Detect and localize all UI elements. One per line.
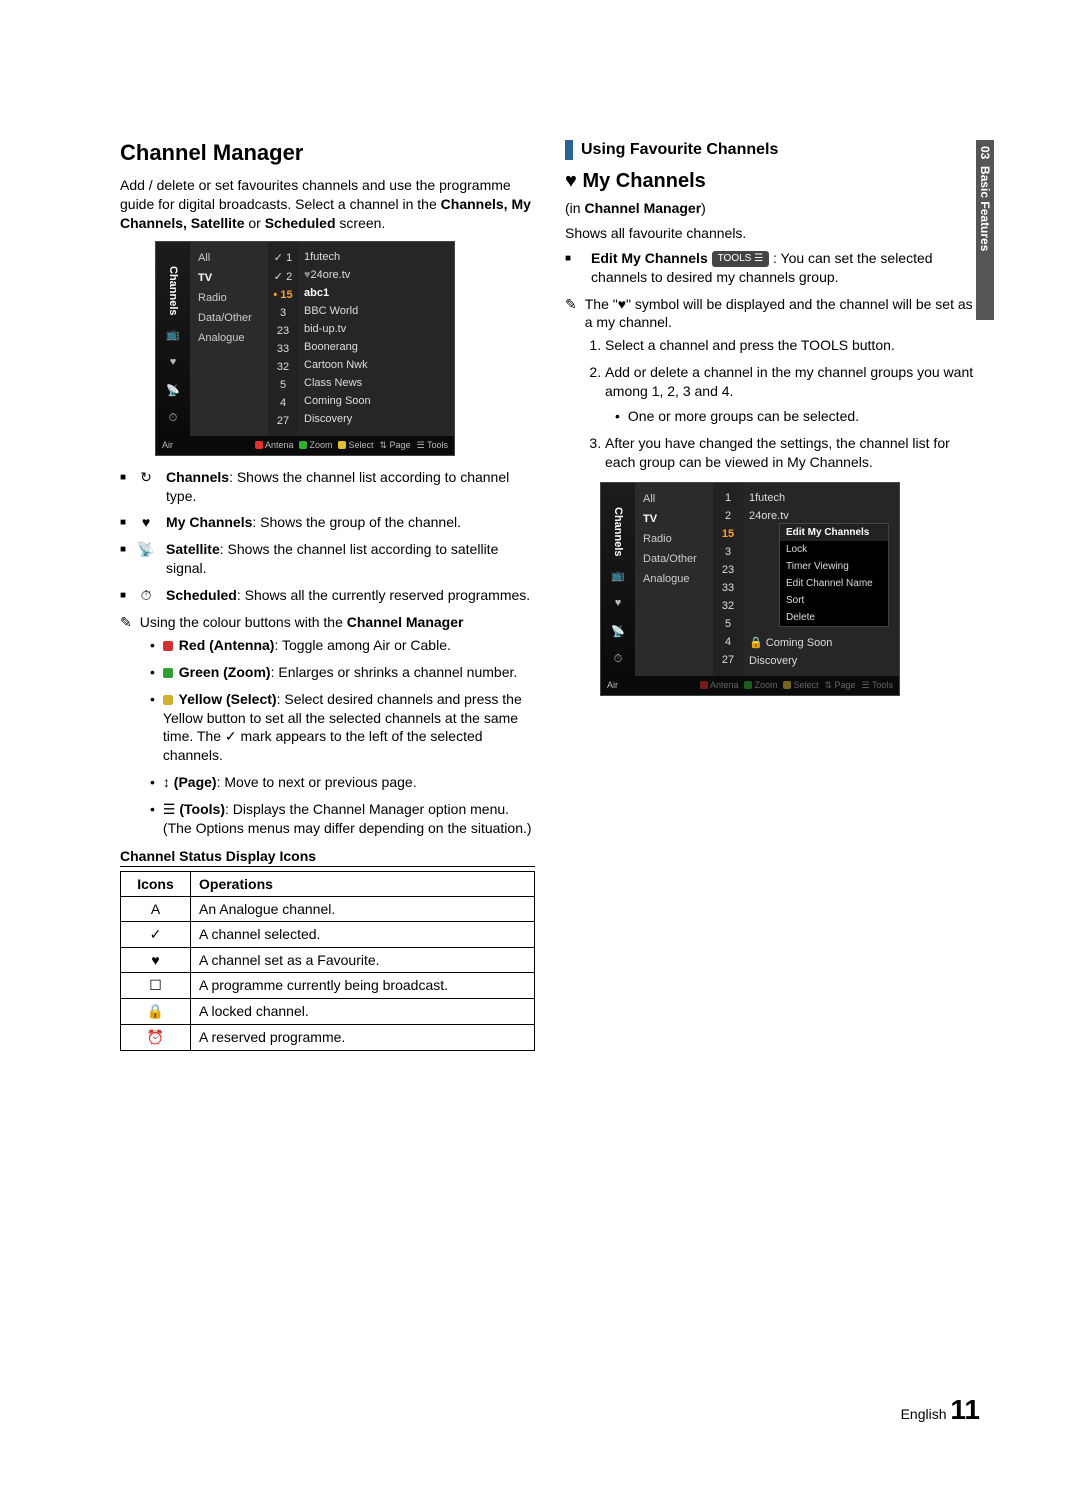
icons-table-title: Channel Status Display Icons — [120, 848, 535, 867]
steps-list: Select a channel and press the TOOLS but… — [605, 336, 980, 471]
clock-icon: ⏱ — [609, 650, 627, 668]
channel-manager-osd-2: Channels 📺 ♥ 📡 ⏱ All TV Radio Data/Other… — [600, 482, 900, 696]
colour-button-note: ✎ Using the colour buttons with the Chan… — [120, 613, 535, 632]
feature-bullets: ↻Channels: Shows the channel list accord… — [120, 468, 535, 605]
osd2-foot-left: Air — [607, 680, 618, 691]
context-menu: Edit My Channels Lock Timer Viewing Edit… — [779, 523, 889, 627]
p1: Shows all favourite channels. — [565, 224, 980, 243]
heart-note: ✎ The "♥" symbol will be displayed and t… — [565, 295, 980, 333]
osd2-numbers: 1 2 15 3 23 33 32 5 4 27 — [713, 483, 743, 676]
osd2-vlabel: Channels — [612, 507, 624, 557]
chapter-label: Basic Features — [978, 166, 992, 251]
note-icon: ✎ — [565, 295, 577, 333]
edge-tab: 03 Basic Features — [976, 140, 994, 320]
heart-icon: ♥ — [609, 594, 627, 612]
intro-text: Add / delete or set favourites channels … — [120, 176, 535, 233]
satellite-icon: 📡 — [609, 622, 627, 640]
channel-manager-heading: Channel Manager — [120, 140, 535, 166]
clock-icon: ⏱ — [164, 409, 182, 427]
page-number: English 11 — [901, 1394, 980, 1426]
channel-manager-osd: Channels 📺 ♥ 📡 ⏱ All TV Radio Data/Other… — [155, 241, 455, 456]
in-line: (in Channel Manager) — [565, 199, 980, 218]
icons-table: IconsOperations AAn Analogue channel. ✓A… — [120, 871, 535, 1051]
my-channels-heading: ♥ My Channels — [565, 170, 980, 193]
osd2-categories: All TV Radio Data/Other Analogue — [635, 483, 713, 676]
bullet-icon: ♥ — [136, 513, 156, 532]
subheading: Using Favourite Channels — [565, 140, 980, 160]
osd-names: 1futech 24ore.tv abc1 BBC World bid-up.t… — [298, 242, 454, 436]
osd-categories: All TV Radio Data/Other Analogue — [190, 242, 268, 436]
osd-foot-left: Air — [162, 440, 173, 451]
edit-bullet: Edit My Channels TOOLS ☰ : You can set t… — [565, 249, 980, 287]
osd-numbers: ✓ 1 ✓ 2 • 15 3 23 33 32 5 4 27 — [268, 242, 298, 436]
bullet-icon: 📡 — [136, 540, 156, 578]
colour-button-list: Red (Antenna): Toggle among Air or Cable… — [150, 636, 535, 838]
bullet-icon: ↻ — [136, 468, 156, 506]
antenna-icon: 📺 — [609, 566, 627, 584]
left-column: Channel Manager Add / delete or set favo… — [120, 140, 535, 1051]
heart-icon: ♥ — [164, 353, 182, 371]
osd-vlabel: Channels — [167, 266, 179, 316]
right-column: Using Favourite Channels ♥ My Channels (… — [565, 140, 980, 1051]
antenna-icon: 📺 — [164, 325, 182, 343]
chapter-num: 03 — [978, 146, 992, 159]
heart-icon: ♥ — [565, 170, 577, 192]
bullet-icon: ⏱ — [136, 586, 156, 605]
satellite-icon: 📡 — [164, 381, 182, 399]
tools-pill: TOOLS ☰ — [712, 251, 769, 267]
note-icon: ✎ — [120, 613, 132, 632]
